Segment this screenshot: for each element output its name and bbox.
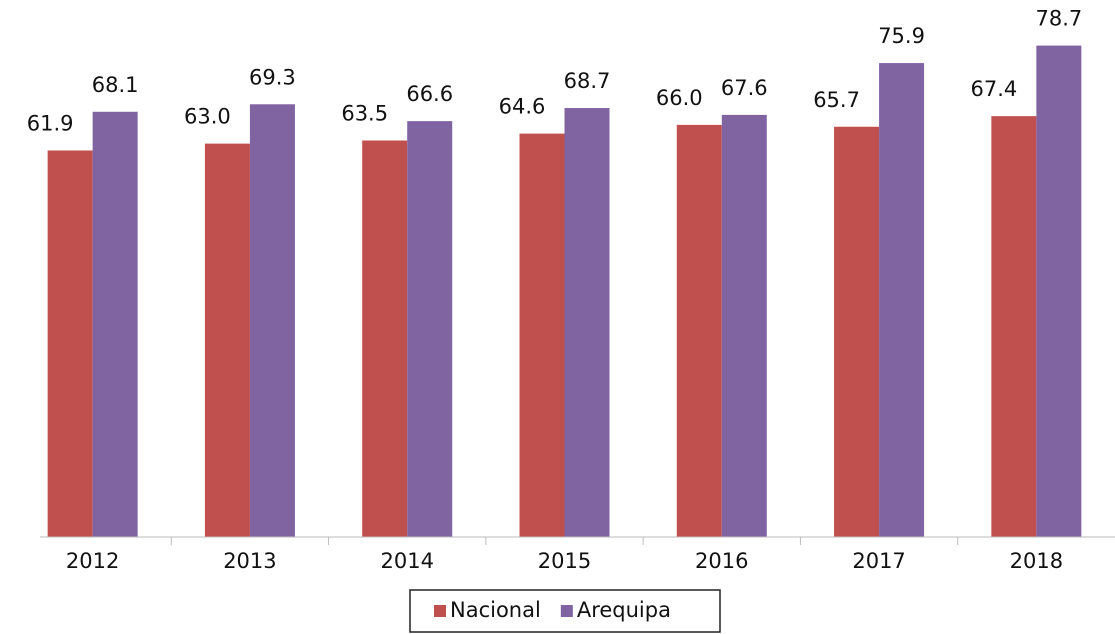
- bar: [834, 126, 880, 538]
- data-label: 75.9: [878, 24, 925, 48]
- bar: [204, 143, 250, 537]
- data-label: 67.6: [721, 76, 768, 100]
- legend-label: Arequipa: [577, 598, 671, 622]
- x-tick-label: 2016: [695, 549, 748, 573]
- bar: [249, 104, 295, 538]
- bar: [1036, 45, 1082, 538]
- bar: [92, 111, 138, 537]
- data-label: 69.3: [249, 65, 296, 89]
- legend-label: Nacional: [450, 598, 541, 622]
- bar: [519, 133, 565, 537]
- bar: [407, 121, 453, 537]
- bar: [564, 108, 610, 538]
- bar: [721, 114, 767, 538]
- x-tick-label: 2017: [852, 549, 905, 573]
- x-tick-label: 2014: [380, 549, 433, 573]
- x-tick-label: 2013: [223, 549, 276, 573]
- data-label: 68.1: [92, 73, 139, 97]
- x-tick-label: 2012: [66, 549, 119, 573]
- x-tick-label: 2018: [1010, 549, 1063, 573]
- bar: [362, 140, 408, 537]
- legend-swatch: [434, 605, 446, 617]
- legend-swatch: [560, 605, 573, 617]
- data-label: 65.7: [813, 88, 860, 112]
- data-label: 61.9: [27, 111, 74, 135]
- data-label: 63.5: [341, 101, 388, 125]
- data-label: 66.0: [656, 86, 703, 110]
- x-tick-label: 2015: [538, 549, 591, 573]
- bar: [991, 116, 1037, 538]
- bar: [676, 124, 722, 537]
- data-label: 63.0: [184, 105, 231, 129]
- bar: [879, 63, 925, 537]
- data-label: 64.6: [499, 95, 546, 119]
- bar: [47, 150, 93, 538]
- data-label: 78.7: [1035, 7, 1082, 31]
- data-label: 66.6: [406, 82, 453, 106]
- data-label: 68.7: [564, 69, 611, 93]
- data-label: 67.4: [970, 77, 1017, 101]
